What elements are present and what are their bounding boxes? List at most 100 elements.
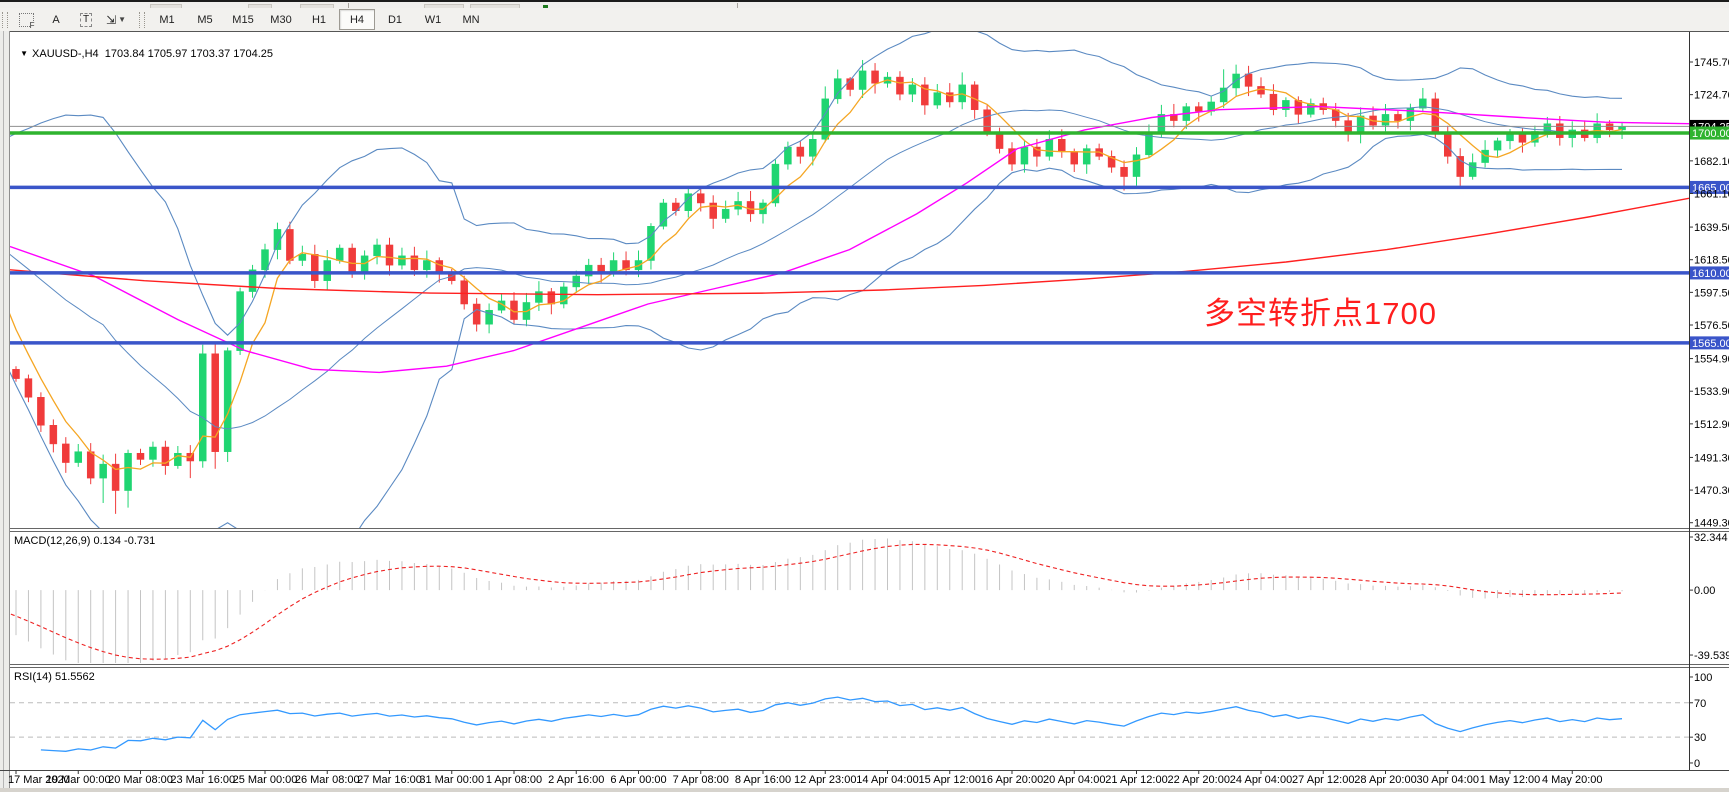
text-box-icon: T [79, 12, 93, 27]
chart-shift-button[interactable]: F [12, 9, 40, 30]
text-label-button[interactable]: A [42, 9, 70, 30]
price-tick-label: 1639.50 [1694, 222, 1729, 234]
price-level-label [1690, 266, 1729, 280]
price-tick-label: 1533.90 [1694, 386, 1729, 398]
candlesticks [12, 59, 1626, 514]
rsi-tick-label: 100 [1694, 672, 1712, 684]
ohlc-values: 1703.84 1705.97 1703.37 1704.25 [104, 48, 274, 60]
macd-tick-label: -39.539 [1694, 650, 1729, 662]
date-tick-label: 7 Apr 08:00 [673, 774, 729, 786]
cursor-mode-button[interactable]: ⇲ ▼ [102, 9, 130, 30]
toolbar-drag-handle[interactable] [2, 11, 8, 28]
price-tick-label: 1449.30 [1694, 518, 1729, 530]
toolbar-fragment [470, 4, 520, 10]
toolbar-fragment [424, 4, 464, 10]
window-bottom-edge [0, 788, 1729, 792]
timeframe-mn-button[interactable]: MN [462, 13, 480, 26]
date-tick-label: 23 Mar 16:00 [170, 774, 235, 786]
price-level-label-text: 1665.00 [1692, 182, 1729, 194]
date-tick-label: 30 Apr 04:00 [1417, 774, 1479, 786]
price-tick-label: 1512.90 [1694, 419, 1729, 431]
timeframe-m1-button[interactable]: M1 [159, 13, 175, 26]
price-tick-label: 1661.10 [1694, 188, 1729, 200]
rsi-tick-label: 0 [1694, 758, 1700, 770]
timeframe-w1-button[interactable]: W1 [424, 13, 442, 26]
date-tick-label: 1 May 12:00 [1480, 774, 1541, 786]
chart-left-border [0, 31, 10, 788]
date-tick-label: 8 Apr 16:00 [735, 774, 791, 786]
chart-window [0, 31, 1729, 792]
price-tick-label: 1597.50 [1694, 287, 1729, 299]
symbol-label: XAUUSD-,H4 [32, 48, 99, 60]
date-tick-label: 16 Apr 20:00 [981, 774, 1043, 786]
timeframe-m30-button[interactable]: M30 [270, 13, 292, 26]
macd-indicator-label: MACD(12,26,9) 0.134 -0.731 [14, 535, 156, 547]
clipped-toolbar-row [0, 0, 1729, 10]
price-tick-label: 1682.10 [1694, 156, 1729, 168]
toolbar-green-fragment [543, 5, 548, 9]
toolbar-fragment [300, 4, 334, 10]
date-tick-label: 27 Mar 16:00 [357, 774, 422, 786]
toolbar-separator [737, 3, 738, 10]
price-level-label [1690, 180, 1729, 194]
cursor-arrows-icon: ⇲ [106, 12, 117, 27]
toolbar-fragment [248, 4, 272, 10]
timeframe-h4-button[interactable]: H4 [339, 9, 375, 30]
date-tick-label: 22 Apr 20:00 [1168, 774, 1230, 786]
macd-tick-label: 0.00 [1694, 585, 1715, 597]
date-tick-label: 19 Mar 00:00 [46, 774, 111, 786]
rsi-tick-label: 70 [1694, 698, 1706, 710]
date-tick-label: 14 Apr 04:00 [856, 774, 918, 786]
price-tick-label: 1491.30 [1694, 452, 1729, 464]
date-tick-label: 20 Apr 04:00 [1043, 774, 1105, 786]
text-box-button[interactable]: T [72, 9, 100, 30]
chart-shift-f-icon: F [18, 12, 35, 30]
date-tick-label: 26 Mar 08:00 [295, 774, 360, 786]
date-tick-label: 27 Apr 12:00 [1292, 774, 1354, 786]
price-level-label [1690, 336, 1729, 350]
date-tick-label: 20 Mar 08:00 [108, 774, 173, 786]
date-tick-label: 12 Apr 23:00 [794, 774, 856, 786]
date-tick-label: 6 Apr 00:00 [610, 774, 666, 786]
timeframe-m15-button[interactable]: M15 [232, 13, 254, 26]
rsi-indicator-label: RSI(14) 51.5562 [14, 671, 95, 683]
date-tick-label: 17 Mar 2020 [8, 774, 70, 786]
date-tick-label: 24 Apr 04:00 [1230, 774, 1292, 786]
price-tick-label: 1745.70 [1694, 57, 1729, 69]
toolbar-fragment [150, 4, 182, 10]
macd-tick-label: 32.344 [1694, 532, 1728, 544]
chart-text-annotation[interactable]: 多空转折点1700 [1204, 296, 1437, 331]
date-tick-label: 1 Apr 08:00 [486, 774, 542, 786]
price-tick-label: 1470.30 [1694, 485, 1729, 497]
rsi-tick-label: 30 [1694, 732, 1706, 744]
toolbar-separator [348, 3, 349, 10]
timeframe-m5-button[interactable]: M5 [197, 13, 213, 26]
timeframe-d1-button[interactable]: D1 [387, 13, 403, 26]
chart-symbol-header: ▼ XAUUSD-,H4 1703.84 1705.97 1703.37 1704… [14, 36, 273, 60]
price-tick-label: 1618.50 [1694, 255, 1729, 267]
date-tick-label: 21 Apr 12:00 [1105, 774, 1167, 786]
date-tick-label: 15 Apr 12:00 [919, 774, 981, 786]
price-tick-label: 1724.70 [1694, 90, 1729, 102]
symbol-dropdown-icon[interactable]: ▼ [20, 49, 29, 58]
price-level-label-text: 1610.00 [1692, 268, 1729, 280]
price-level-label [1690, 126, 1729, 140]
price-tick-label: 1576.50 [1694, 320, 1729, 332]
macd-panel [10, 538, 1623, 663]
date-tick-label: 28 Apr 20:00 [1354, 774, 1416, 786]
toolbar: F A T ⇲ ▼ M1 M5 M15 M30 H1 H4 D1 W1 MN [0, 8, 1729, 31]
date-tick-label: 25 Mar 00:00 [233, 774, 298, 786]
price-panel [10, 32, 1689, 528]
price-level-label-text: 1565.00 [1692, 338, 1729, 350]
text-a-icon: A [52, 13, 60, 26]
price-level-label-text: 1700.00 [1692, 128, 1729, 140]
price-tick-label: 1554.90 [1694, 354, 1729, 366]
toolbar-drag-handle[interactable] [139, 11, 145, 28]
date-tick-label: 2 Apr 16:00 [548, 774, 604, 786]
dropdown-caret-icon: ▼ [118, 15, 126, 24]
date-tick-label: 4 May 20:00 [1542, 774, 1603, 786]
rsi-panel [10, 696, 1689, 752]
timeframe-h1-button[interactable]: H1 [311, 13, 327, 26]
date-tick-label: 31 Mar 00:00 [419, 774, 484, 786]
